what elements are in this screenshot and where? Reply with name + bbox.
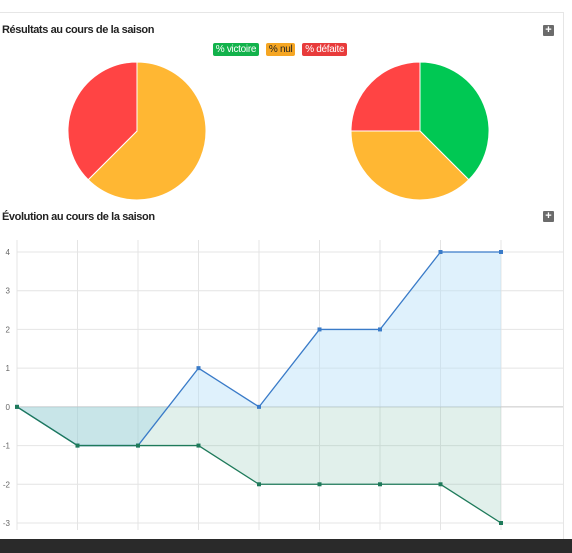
expand-results-button[interactable]: + — [543, 25, 554, 36]
series-2-point[interactable] — [75, 443, 80, 448]
series-2-point[interactable] — [499, 521, 503, 525]
series-1-point[interactable] — [317, 327, 322, 332]
pie-legend: % victoire % nul % défaite — [0, 43, 560, 56]
y-tick-label: 2 — [6, 325, 11, 334]
series-2-point[interactable] — [196, 443, 201, 448]
results-section-title: Résultats au cours de la saison — [2, 24, 155, 36]
pie-2-slice-nul[interactable] — [350, 130, 470, 201]
series-2-point[interactable] — [136, 443, 140, 448]
y-tick-label: 4 — [6, 248, 11, 257]
legend-defaite[interactable]: % défaite — [302, 43, 348, 56]
series-1-point[interactable] — [499, 250, 503, 254]
pie-1-slice-nul[interactable] — [87, 61, 207, 201]
y-tick-label: 3 — [6, 287, 11, 296]
y-tick-label: 1 — [6, 364, 11, 373]
legend-nul[interactable]: % nul — [265, 43, 296, 56]
expand-evolution-button[interactable]: + — [543, 211, 554, 222]
top-border — [0, 12, 563, 13]
pie-2-slice-victoire[interactable] — [419, 61, 490, 181]
series-2-point[interactable] — [378, 482, 382, 487]
pie-1-slice-defaite[interactable] — [67, 61, 138, 181]
y-tick-label: -1 — [3, 442, 11, 451]
pie-charts — [67, 61, 490, 201]
series-2-point[interactable] — [438, 482, 443, 487]
pie-2-slice-defaite[interactable] — [350, 61, 421, 132]
series-1-area — [17, 252, 501, 446]
series-2-point[interactable] — [15, 404, 19, 409]
series-2-point[interactable] — [317, 482, 322, 487]
series-2-point[interactable] — [257, 482, 261, 487]
series-1-point[interactable] — [257, 404, 261, 409]
legend-victoire[interactable]: % victoire — [212, 43, 260, 56]
evolution-chart: 4 3 2 1 0 -1 -2 -3 — [3, 240, 563, 530]
bottom-bar — [0, 539, 572, 553]
series-1-point[interactable] — [196, 366, 201, 371]
evolution-section-title: Évolution au cours de la saison — [2, 211, 155, 223]
y-tick-label: -3 — [3, 519, 11, 528]
y-tick-label: -2 — [3, 480, 11, 489]
series-2-area — [17, 406, 501, 523]
series-1-point[interactable] — [438, 250, 443, 254]
series-1-point[interactable] — [378, 327, 382, 332]
right-border — [563, 12, 564, 539]
y-tick-label: 0 — [6, 403, 11, 412]
